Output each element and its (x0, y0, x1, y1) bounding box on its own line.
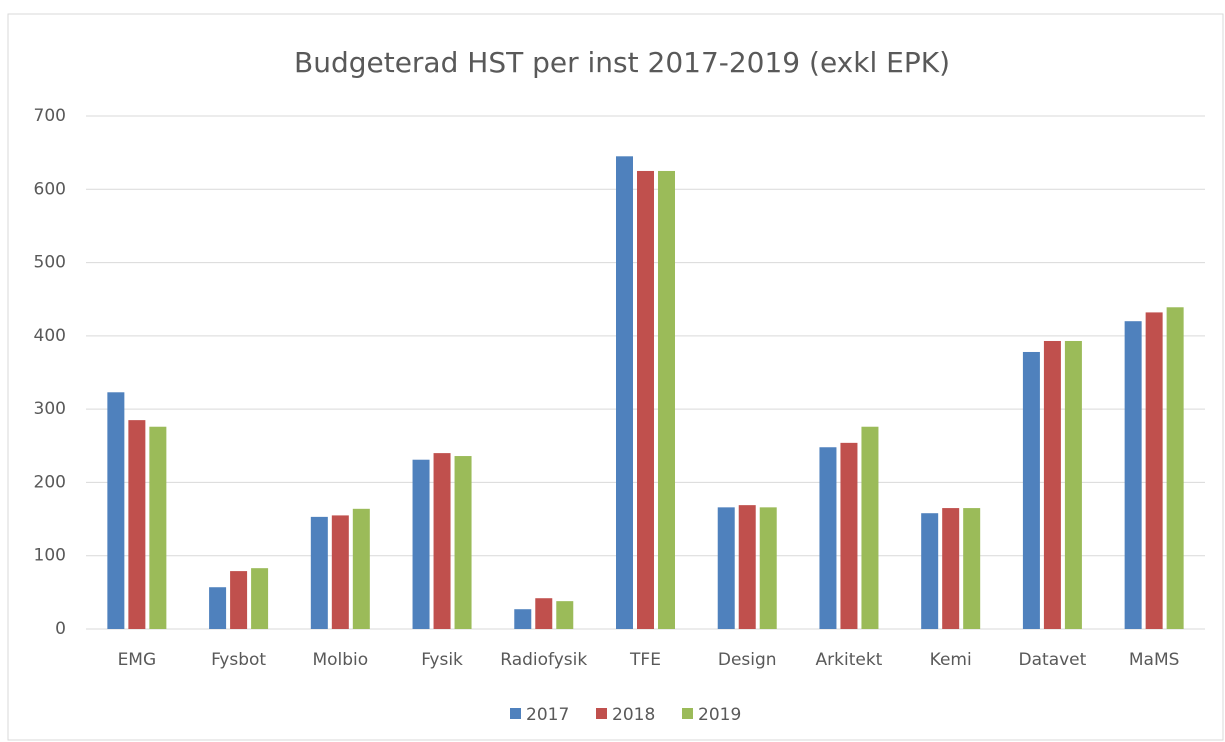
x-tick-label: Design (718, 650, 777, 670)
bar (717, 507, 735, 629)
bar (1166, 307, 1184, 629)
bar (149, 426, 167, 629)
bar (738, 505, 756, 629)
legend-label: 2017 (526, 705, 569, 725)
x-tick-label: Kemi (930, 650, 972, 670)
bar (1043, 340, 1061, 629)
bar (107, 392, 125, 629)
legend-swatch (596, 708, 607, 719)
bar (352, 508, 370, 629)
bar (921, 513, 939, 629)
bar (514, 609, 532, 629)
bar (1145, 312, 1163, 629)
bar (861, 426, 879, 629)
legend-label: 2019 (698, 705, 741, 725)
y-tick-label: 700 (34, 106, 66, 126)
chart-border (7, 13, 1224, 741)
y-tick-label: 200 (34, 472, 66, 492)
bar (637, 170, 654, 629)
x-tick-label: Arkitekt (816, 650, 883, 670)
bar (230, 571, 248, 629)
x-tick-label: Radiofysik (500, 650, 587, 670)
y-tick-label: 300 (34, 399, 66, 419)
bar (616, 156, 633, 630)
bar (209, 587, 227, 629)
legend-label: 2018 (612, 705, 655, 725)
y-tick-label: 100 (34, 546, 66, 566)
x-tick-label: EMG (118, 650, 157, 670)
bar (310, 516, 328, 629)
bar (556, 601, 574, 629)
y-tick-label: 500 (34, 253, 66, 273)
x-tick-label: TFE (629, 650, 661, 670)
bar (840, 442, 858, 629)
x-tick-label: Datavet (1019, 650, 1087, 670)
bar (128, 420, 146, 629)
bar (412, 459, 430, 629)
bar (331, 515, 349, 629)
x-tick-label: Fysik (421, 650, 463, 670)
x-tick-label: Molbio (312, 650, 368, 670)
bar (942, 508, 960, 629)
legend-swatch (682, 708, 693, 719)
bar (819, 447, 837, 629)
y-tick-label: 0 (55, 619, 66, 639)
chart-title: Budgeterad HST per inst 2017-2019 (exkl … (294, 46, 950, 79)
legend-swatch (510, 708, 521, 719)
y-tick-label: 600 (34, 179, 66, 199)
bar (535, 598, 553, 629)
bar (1064, 340, 1082, 629)
bar (1124, 321, 1142, 629)
bar (454, 456, 472, 629)
y-tick-label: 400 (34, 326, 66, 346)
bar (759, 507, 777, 629)
bar (433, 453, 451, 629)
bar (658, 170, 675, 629)
x-tick-label: Fysbot (211, 650, 266, 670)
bar (1022, 351, 1040, 629)
x-tick-label: MaMS (1129, 650, 1180, 670)
bar (251, 568, 269, 629)
bar (963, 508, 981, 629)
